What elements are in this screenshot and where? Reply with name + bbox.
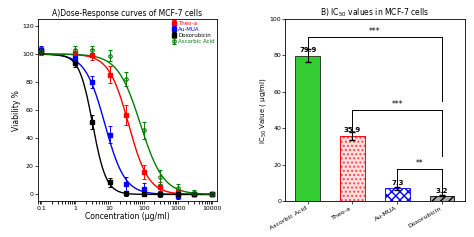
Text: ***: *** [392, 100, 403, 109]
Text: **: ** [416, 159, 424, 168]
Text: 7.3: 7.3 [391, 180, 403, 186]
Bar [340, 136, 365, 201]
Title: B) IC$_{50}$ values in MCF-7 cells: B) IC$_{50}$ values in MCF-7 cells [320, 6, 429, 19]
X-axis label: Concentration (µg/ml): Concentration (µg/ml) [85, 212, 170, 221]
Text: 3.2: 3.2 [436, 188, 448, 194]
Bar [430, 196, 455, 201]
Y-axis label: Viability %: Viability % [12, 90, 20, 131]
Bar [340, 136, 365, 201]
Bar [385, 188, 410, 201]
Text: 35.9: 35.9 [344, 127, 361, 133]
Text: 79.9: 79.9 [299, 47, 316, 53]
Bar [295, 56, 320, 201]
Y-axis label: IC$_{50}$ Value ( µg/ml): IC$_{50}$ Value ( µg/ml) [258, 77, 268, 144]
Title: A)Dose-Response curves of MCF-7 cells: A)Dose-Response curves of MCF-7 cells [53, 9, 202, 18]
Legend: Theo-a, Au-MUA, Doxorubicin, Ascorbic Acid: Theo-a, Au-MUA, Doxorubicin, Ascorbic Ac… [170, 21, 216, 44]
Text: ***: *** [369, 27, 381, 36]
